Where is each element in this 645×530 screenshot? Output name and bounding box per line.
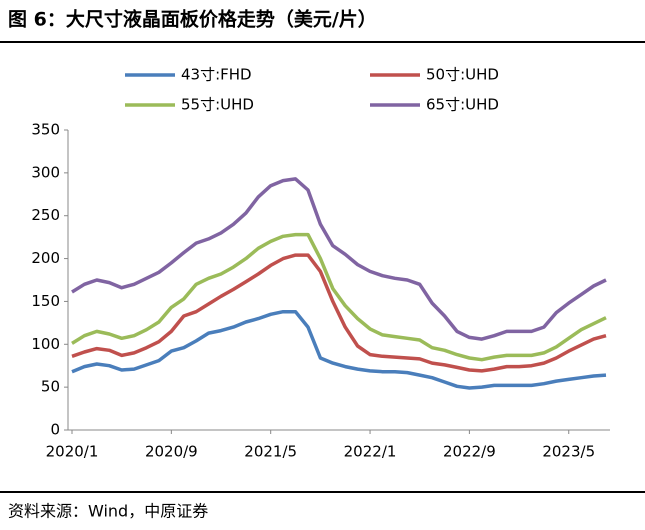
series-line (71, 309, 607, 390)
y-tick-label: 100 (31, 335, 60, 353)
legend-label: 50寸:UHD (426, 66, 499, 84)
x-tick-label: 2022/1 (344, 443, 397, 461)
y-tick-label: 250 (31, 206, 60, 224)
legend-label: 55寸:UHD (181, 96, 254, 114)
chart-title: 图 6：大尺寸液晶面板价格走势（美元/片） (8, 8, 377, 31)
y-tick-label: 0 (50, 421, 60, 439)
series-line (71, 177, 607, 341)
legend-label: 43寸:FHD (181, 66, 252, 84)
y-tick-label: 200 (31, 249, 60, 267)
x-tick-label: 2020/9 (145, 443, 198, 461)
y-tick-label: 50 (41, 378, 60, 396)
x-tick-label: 2023/5 (542, 443, 595, 461)
legend-label: 65寸:UHD (426, 96, 499, 114)
x-tick-label: 2022/9 (443, 443, 496, 461)
source: 资料来源：Wind，中原证券 (8, 502, 208, 521)
x-tick-label: 2021/5 (244, 443, 297, 461)
y-tick-label: 150 (31, 292, 60, 310)
series-line (71, 232, 607, 362)
x-tick-label: 2020/1 (46, 443, 99, 461)
series-line (71, 253, 607, 373)
y-tick-label: 300 (31, 163, 60, 181)
y-tick-label: 350 (31, 121, 60, 139)
